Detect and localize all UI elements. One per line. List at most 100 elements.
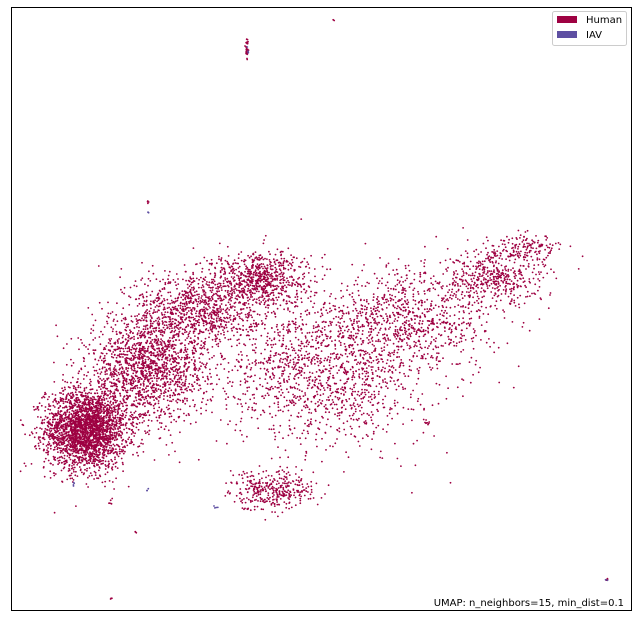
data-point [101, 421, 104, 424]
data-point [72, 416, 75, 419]
data-point [156, 419, 159, 422]
data-point [150, 366, 153, 369]
data-point [248, 256, 251, 259]
data-point [178, 461, 181, 464]
data-point [125, 383, 128, 386]
data-point [109, 414, 111, 416]
data-point [81, 404, 84, 407]
data-point [191, 349, 194, 352]
data-point [202, 392, 205, 395]
data-point [92, 436, 95, 439]
data-point [131, 321, 134, 323]
data-point [131, 421, 134, 423]
data-point [124, 387, 126, 390]
data-point [97, 375, 100, 378]
data-point [67, 415, 70, 418]
data-point [108, 397, 111, 399]
data-point [161, 314, 164, 316]
data-point [167, 278, 169, 281]
data-point [153, 338, 156, 341]
data-point [33, 409, 36, 411]
data-point [189, 330, 192, 333]
data-point [76, 409, 79, 411]
data-point [83, 449, 85, 452]
data-point [171, 355, 173, 358]
data-point [93, 425, 96, 428]
data-point [90, 455, 93, 458]
data-point [130, 367, 133, 370]
data-point [172, 358, 175, 361]
data-point [164, 358, 167, 360]
data-point [180, 348, 183, 351]
data-point [68, 401, 71, 404]
data-point [40, 428, 43, 430]
data-point [147, 356, 150, 358]
data-point [114, 395, 117, 397]
data-point [174, 351, 177, 354]
data-point [236, 344, 238, 347]
data-point [77, 462, 79, 464]
data-point [113, 367, 116, 369]
data-point [167, 282, 170, 285]
data-point [101, 398, 103, 401]
data-point [152, 327, 155, 330]
data-point [255, 329, 258, 332]
data-point [187, 342, 190, 345]
data-point [62, 373, 64, 376]
data-point [113, 397, 115, 399]
data-point [85, 386, 88, 389]
data-point [109, 364, 112, 367]
data-point [138, 347, 141, 350]
data-point [169, 394, 172, 397]
data-point [90, 434, 93, 437]
data-point [72, 455, 75, 457]
data-point [71, 465, 73, 467]
data-point [138, 334, 141, 337]
data-point [123, 401, 126, 404]
data-point [166, 373, 168, 375]
data-point [88, 443, 90, 446]
data-point [121, 431, 123, 434]
data-point [169, 291, 172, 294]
data-point [90, 397, 93, 400]
data-point [171, 394, 174, 397]
data-point [225, 296, 227, 299]
data-point [112, 410, 114, 413]
data-point [171, 306, 174, 309]
data-point [70, 395, 73, 398]
data-point [88, 382, 91, 385]
data-point [160, 351, 162, 354]
data-point [129, 296, 132, 299]
data-point [57, 400, 60, 403]
data-point [138, 294, 141, 297]
data-point [185, 370, 188, 372]
data-point [98, 448, 101, 451]
data-point [98, 427, 101, 429]
data-point [54, 440, 56, 443]
data-point [195, 421, 197, 424]
data-point [120, 436, 123, 439]
data-point [165, 345, 168, 348]
data-point [50, 462, 52, 465]
data-point [104, 405, 106, 408]
data-point [113, 488, 115, 490]
data-point [108, 424, 111, 427]
data-point [39, 439, 41, 442]
data-point [102, 378, 105, 380]
data-point [185, 302, 188, 304]
data-point [93, 470, 96, 473]
data-point [60, 447, 62, 450]
data-point [131, 389, 134, 392]
data-point [200, 365, 202, 368]
data-point [185, 313, 188, 316]
data-point [211, 321, 214, 323]
data-point [91, 474, 93, 477]
data-point [222, 329, 224, 331]
data-point [93, 413, 96, 415]
data-point [67, 393, 69, 395]
data-point [60, 398, 63, 400]
data-point [191, 351, 194, 354]
data-point [80, 424, 82, 427]
data-point [62, 420, 65, 422]
data-point [90, 332, 92, 334]
